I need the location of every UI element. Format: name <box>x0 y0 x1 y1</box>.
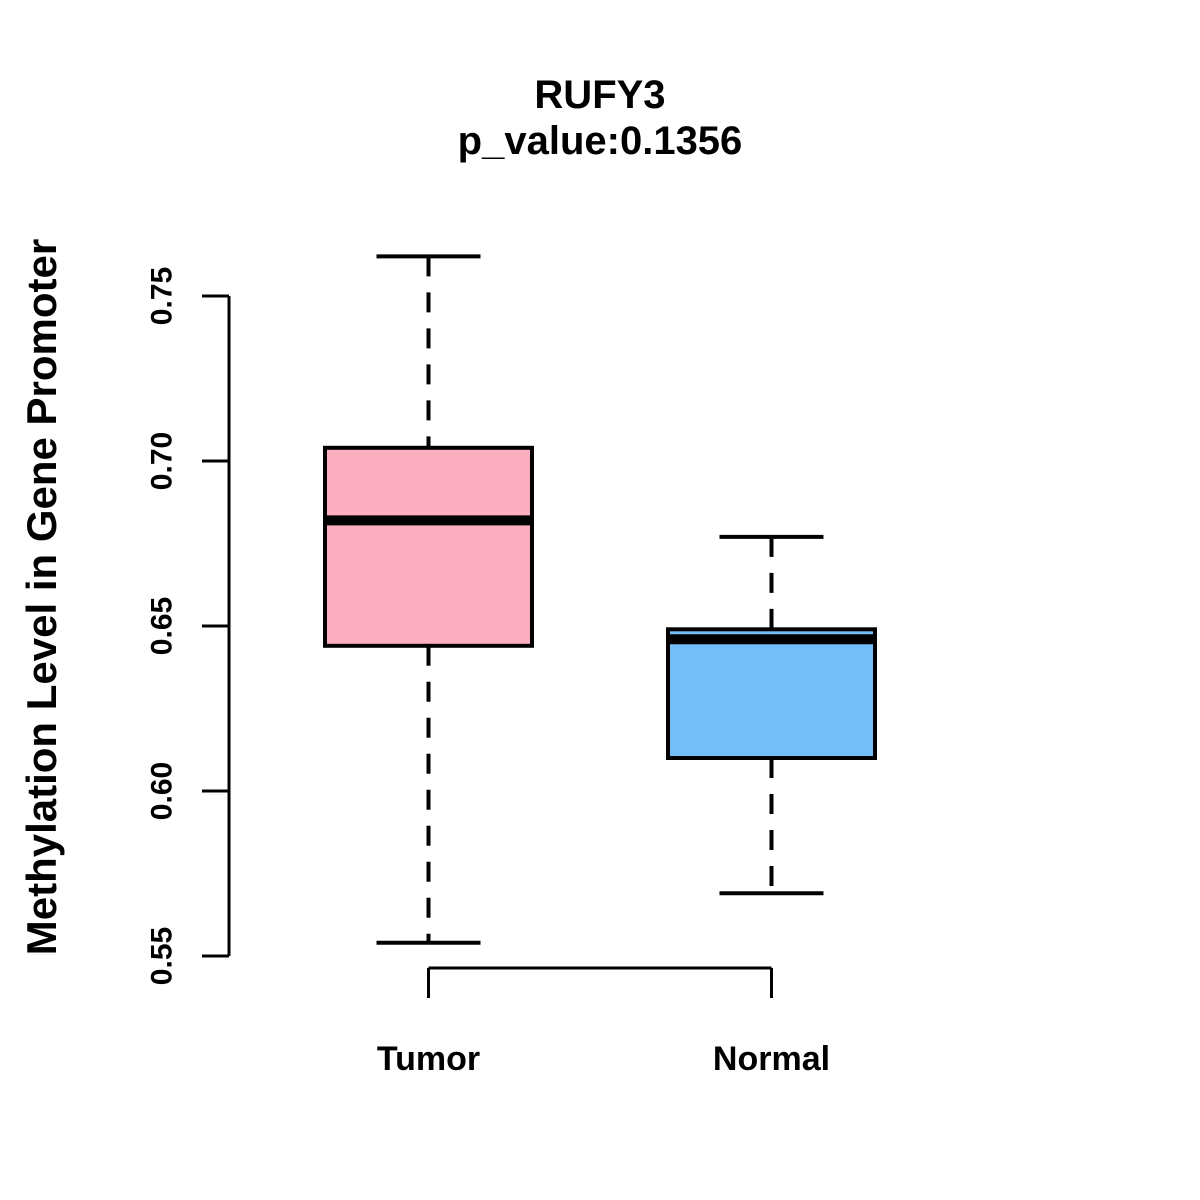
y-tick-label: 0.70 <box>146 432 179 490</box>
box-tumor <box>323 445 534 648</box>
y-tick-label: 0.55 <box>146 927 179 985</box>
box-normal <box>666 627 877 760</box>
chart-title: RUFY3 <box>534 73 666 117</box>
x-label-tumor: Tumor <box>377 1040 480 1078</box>
x-label-normal: Normal <box>713 1040 830 1078</box>
y-tick-label: 0.65 <box>146 597 179 655</box>
chart-subtitle: p_value:0.1356 <box>457 119 743 163</box>
y-tick-label: 0.75 <box>146 267 179 325</box>
y-tick-label: 0.60 <box>146 762 179 820</box>
